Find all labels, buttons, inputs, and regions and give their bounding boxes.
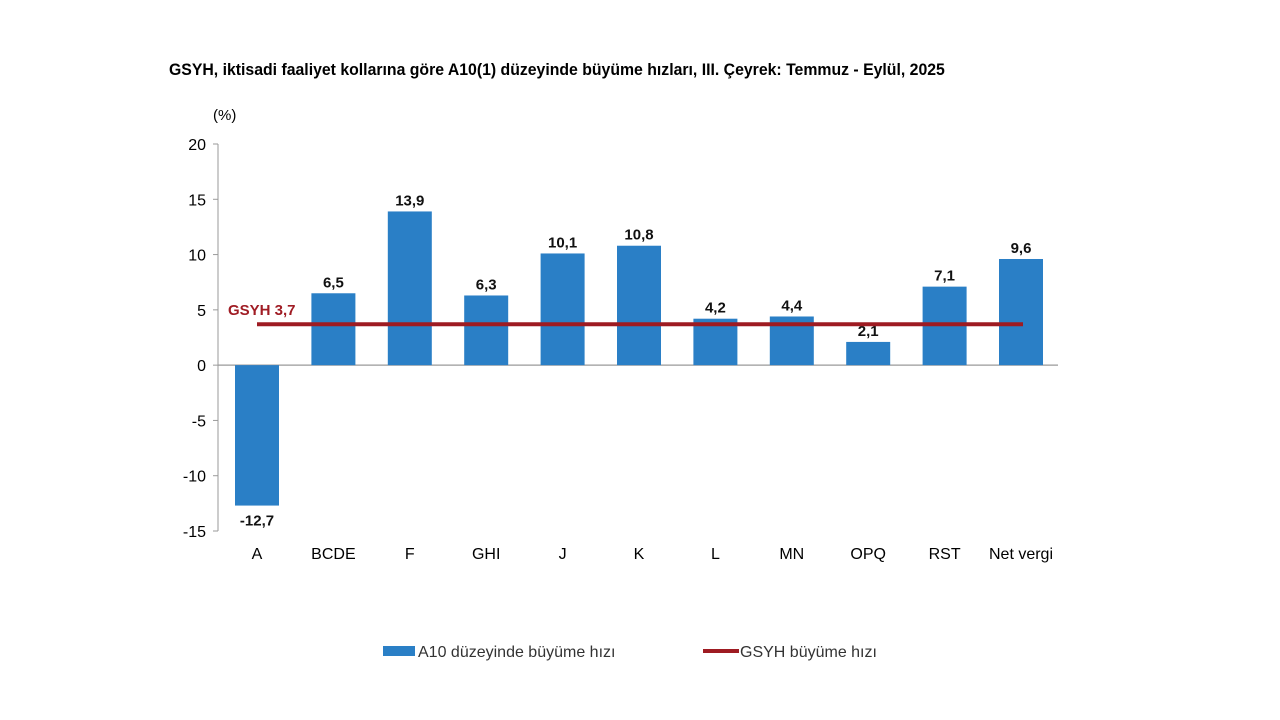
x-tick-label: F bbox=[405, 546, 415, 563]
gsyh-annotation: GSYH 3,7 bbox=[228, 302, 296, 319]
bars: -12,7 6,5 13,9 6,3 10,1 10,8 4,2 4,4 2,1 7,1 9,6 bbox=[235, 192, 1043, 530]
bar-l bbox=[693, 318, 738, 366]
x-tick-label: OPQ bbox=[850, 546, 886, 563]
y-tick-label: -10 bbox=[183, 469, 206, 486]
x-tick-label: GHI bbox=[472, 546, 500, 563]
bar-ghi bbox=[464, 295, 509, 366]
data-label: 9,6 bbox=[1011, 240, 1032, 257]
bar-f bbox=[387, 211, 432, 366]
y-tick-label: 15 bbox=[188, 192, 206, 209]
x-tick-label: RST bbox=[929, 546, 961, 563]
x-tick-label: K bbox=[634, 546, 645, 563]
bar-bcde bbox=[311, 293, 356, 366]
gsyh-reference: GSYH 3,7 bbox=[228, 302, 1023, 327]
x-tick-label: Net vergi bbox=[989, 546, 1053, 563]
x-tick-label: BCDE bbox=[311, 546, 355, 563]
data-label: 6,5 bbox=[323, 274, 344, 291]
data-label: 13,9 bbox=[395, 192, 424, 209]
bar-j bbox=[540, 253, 585, 366]
data-label: -12,7 bbox=[240, 513, 274, 530]
legend-swatch-bars bbox=[383, 646, 415, 656]
data-label: 4,4 bbox=[781, 297, 803, 314]
legend-label-line: GSYH büyüme hızı bbox=[740, 644, 877, 661]
chart-title: GSYH, iktisadi faaliyet kollarına göre A… bbox=[169, 60, 945, 79]
y-tick-label: -15 bbox=[183, 524, 206, 541]
y-axis: 20 15 10 5 0 -5 -10 -15 bbox=[183, 137, 219, 541]
data-label: 10,1 bbox=[548, 234, 577, 251]
y-tick-label: 20 bbox=[188, 137, 206, 154]
bar-k bbox=[617, 245, 661, 366]
legend-label-bars: A10 düzeyinde büyüme hızı bbox=[418, 644, 615, 661]
data-label: 6,3 bbox=[476, 276, 497, 293]
data-label: 2,1 bbox=[858, 323, 879, 340]
x-axis: A BCDE F GHI J K L MN OPQ RST Net vergi bbox=[218, 364, 1058, 563]
data-label: 10,8 bbox=[624, 227, 653, 244]
y-unit-label: (%) bbox=[213, 107, 236, 124]
data-label: 4,2 bbox=[705, 300, 726, 317]
x-tick-label: A bbox=[252, 546, 263, 563]
y-tick-label: 0 bbox=[197, 358, 206, 375]
data-label: 7,1 bbox=[934, 268, 955, 285]
legend: A10 düzeyinde büyüme hızı GSYH büyüme hı… bbox=[383, 644, 877, 661]
x-tick-label: J bbox=[559, 546, 567, 563]
x-tick-label: L bbox=[711, 546, 720, 563]
y-tick-label: 10 bbox=[188, 248, 206, 265]
bar-net-vergi bbox=[999, 258, 1043, 366]
x-tick-label: MN bbox=[779, 546, 804, 563]
y-tick-label: -5 bbox=[192, 413, 206, 430]
bar-a bbox=[235, 365, 279, 506]
y-tick-label: 5 bbox=[197, 303, 206, 320]
bar-opq bbox=[846, 341, 891, 366]
